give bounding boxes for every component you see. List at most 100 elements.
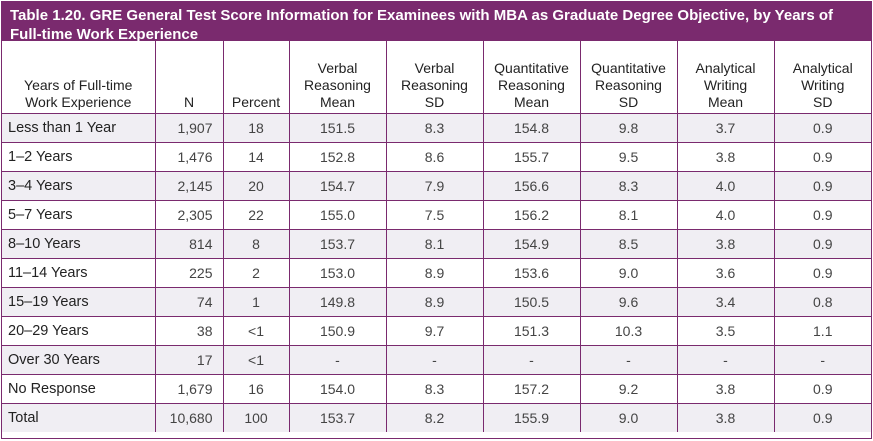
table-cell: 100 xyxy=(222,403,289,432)
table-cell: 20 xyxy=(222,171,289,201)
column-header-line: Reasoning xyxy=(595,76,662,93)
table-cell: 1,476 xyxy=(154,142,223,172)
column-header: Quantitative Reasoning SD xyxy=(579,41,677,114)
row-label: 5–7 Years xyxy=(2,200,155,230)
column-header-line: Verbal xyxy=(414,59,455,76)
column-header-line: Quantitative xyxy=(494,59,569,76)
row-label: 11–14 Years xyxy=(2,258,155,288)
table-cell: 3.8 xyxy=(676,374,774,404)
table-cell: 3.8 xyxy=(676,403,774,432)
table-cell: 4.0 xyxy=(676,200,774,230)
table-cell: 153.7 xyxy=(288,229,386,259)
table-row: Over 30 Years 17 <1- - - - - - xyxy=(2,345,871,375)
row-label: 8–10 Years xyxy=(2,229,155,259)
table-cell: 9.2 xyxy=(579,374,677,404)
table-cell: 16 xyxy=(222,374,289,404)
table-row: 1–2 Years 1,476 14 152.8 8.6 155.7 9.5 3.8 0.9 xyxy=(2,142,871,172)
table-cell: <1 xyxy=(222,316,289,346)
table-cell: 9.8 xyxy=(579,113,677,143)
table-cell: 8.9 xyxy=(385,287,483,317)
column-header: Quantitative Reasoning Mean xyxy=(482,41,580,114)
table-cell: 152.8 xyxy=(288,142,386,172)
column-header-line: Reasoning xyxy=(304,76,371,93)
column-header-line: Reasoning xyxy=(498,76,565,93)
table-cell: 156.2 xyxy=(482,200,580,230)
table-cell: 1,679 xyxy=(154,374,223,404)
table-cell: 151.5 xyxy=(288,113,386,143)
table-row: 5–7 Years 2,305 22 155.0 7.5 156.2 8.1 4.0 0.9 xyxy=(2,200,871,230)
table-cell: 8 xyxy=(222,229,289,259)
column-header-line: Reasoning xyxy=(401,76,468,93)
data-table: Years of Full-time Work Experience N Percen… xyxy=(2,41,871,432)
table-cell: 74 xyxy=(154,287,223,317)
column-header-line: Writing xyxy=(801,76,845,93)
table-cell: - xyxy=(773,345,871,375)
table-row: 15–19 Years 74 1 149.8 8.9 150.5 9.6 3.4 0.8 xyxy=(2,287,871,317)
column-header-line: N xyxy=(183,93,195,110)
row-label: No Response xyxy=(2,374,155,404)
table-cell: 814 xyxy=(154,229,223,259)
column-header-line: Mean xyxy=(319,93,356,110)
table-cell: 8.2 xyxy=(385,403,483,432)
table-row: 3–4 Years 2,145 20 154.7 7.9 156.6 8.3 4.0 0.9 xyxy=(2,171,871,201)
table-cell: 18 xyxy=(222,113,289,143)
table-cell: 1.1 xyxy=(773,316,871,346)
column-header-line: Analytical xyxy=(695,59,756,76)
table-cell: 154.9 xyxy=(482,229,580,259)
table-cell: 153.0 xyxy=(288,258,386,288)
table-cell: 8.3 xyxy=(385,374,483,404)
table-cell: 154.8 xyxy=(482,113,580,143)
column-header-line: Work Experience xyxy=(25,93,132,110)
column-header: Analytical Writing SD xyxy=(773,41,871,114)
table-cell: 156.6 xyxy=(482,171,580,201)
table-cell: 3.7 xyxy=(676,113,774,143)
table-cell: 7.9 xyxy=(385,171,483,201)
table-cell: - xyxy=(579,345,677,375)
column-header-line: Mean xyxy=(513,93,550,110)
table-cell: 2,305 xyxy=(154,200,223,230)
row-label: 20–29 Years xyxy=(2,316,155,346)
table-cell: 10.3 xyxy=(579,316,677,346)
column-header: Verbal Reasoning Mean xyxy=(288,41,386,114)
table-cell: 8.9 xyxy=(385,258,483,288)
table-cell: 0.9 xyxy=(773,142,871,172)
table-cell: 149.8 xyxy=(288,287,386,317)
table-cell: 3.8 xyxy=(676,142,774,172)
column-header: Percent xyxy=(222,41,289,114)
table-cell: 0.9 xyxy=(773,229,871,259)
table-cell: 9.0 xyxy=(579,258,677,288)
table-row: Less than 1 Year 1,907 18 151.5 8.3 154.8 9.8 3… xyxy=(2,113,871,143)
table-cell: 153.7 xyxy=(288,403,386,432)
column-header: N xyxy=(154,41,223,114)
column-header: Years of Full-time Work Experience xyxy=(2,41,155,114)
table-cell: 9.0 xyxy=(579,403,677,432)
table-cell: 150.5 xyxy=(482,287,580,317)
table-cell: 153.6 xyxy=(482,258,580,288)
table-cell: 0.8 xyxy=(773,287,871,317)
table-cell: 157.2 xyxy=(482,374,580,404)
table-cell: 8.3 xyxy=(385,113,483,143)
table-cell: <1 xyxy=(222,345,289,375)
table-cell: 0.9 xyxy=(773,258,871,288)
table-cell: - xyxy=(288,345,386,375)
table-cell: 1,907 xyxy=(154,113,223,143)
table-row: Total 10,680 100 153.7 8.2 155.9 9.0 3.8 0.9 xyxy=(2,403,871,432)
table-cell: 154.7 xyxy=(288,171,386,201)
table-cell: 3.6 xyxy=(676,258,774,288)
table-cell: 8.6 xyxy=(385,142,483,172)
table-cell: 9.7 xyxy=(385,316,483,346)
header-row: Years of Full-time Work Experience N Percen… xyxy=(2,41,871,114)
table-row: 20–29 Years 38 <1 150.9 9.7 151.3 10.3 3.5 1.1 xyxy=(2,316,871,346)
table-cell: 150.9 xyxy=(288,316,386,346)
table-row: 8–10 Years 814 8 153.7 8.1 154.9 8.5 3.8 0.9 xyxy=(2,229,871,259)
row-label: Over 30 Years xyxy=(2,345,155,375)
table-cell: - xyxy=(385,345,483,375)
table-cell: 0.9 xyxy=(773,113,871,143)
table-cell: 7.5 xyxy=(385,200,483,230)
table-cell: 38 xyxy=(154,316,223,346)
table-cell: 8.5 xyxy=(579,229,677,259)
table-cell: - xyxy=(676,345,774,375)
table-cell: 155.0 xyxy=(288,200,386,230)
table-cell: - xyxy=(482,345,580,375)
